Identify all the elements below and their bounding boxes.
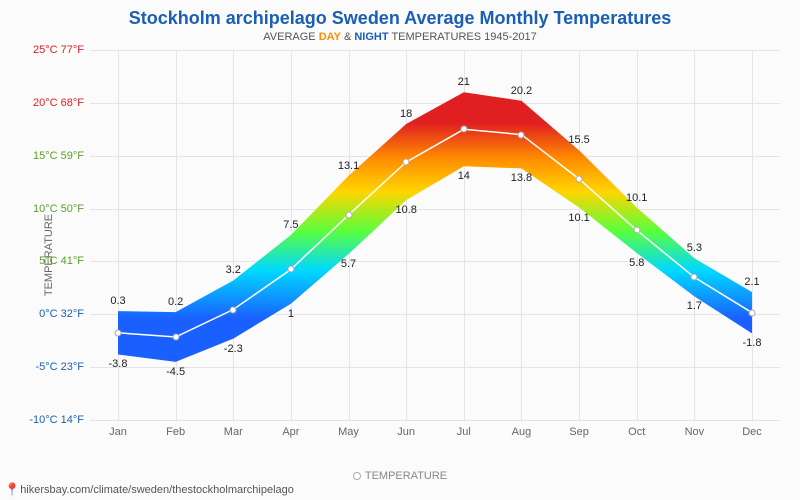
day-value-label: 7.5 [283,219,298,231]
x-tick-label: Oct [628,420,645,438]
y-tick-label: -5°C 23°F [35,361,90,373]
y-tick-label: 10°C 50°F [33,203,90,215]
day-value-label: 0.3 [110,295,125,307]
x-tick-label: Aug [512,420,532,438]
subtitle-prefix: AVERAGE [263,31,318,43]
day-value-label: 20.2 [511,85,532,97]
y-tick-label: 15°C 59°F [33,150,90,162]
day-value-label: 21 [458,76,470,88]
subtitle-day: DAY [319,31,341,43]
x-tick-label: Nov [685,420,705,438]
temperature-band [118,92,752,362]
subtitle-night: NIGHT [354,31,388,43]
subtitle-amp: & [341,31,354,43]
x-tick-label: Sep [569,420,589,438]
legend: TEMPERATURE [0,470,800,482]
night-value-label: 1.7 [687,300,702,312]
chart-title: Stockholm archipelago Sweden Average Mon… [0,0,800,29]
day-value-label: 2.1 [744,276,759,288]
data-marker [230,306,237,313]
day-value-label: 10.1 [626,192,647,204]
x-tick-label: Mar [224,420,243,438]
night-value-label: 10.8 [395,204,416,216]
chart-subtitle: AVERAGE DAY & NIGHT TEMPERATURES 1945-20… [0,31,800,43]
y-tick-label: 20°C 68°F [33,97,90,109]
day-value-label: 0.2 [168,296,183,308]
night-value-label: 5.8 [629,257,644,269]
day-value-label: 5.3 [687,242,702,254]
night-value-label: 5.7 [341,258,356,270]
legend-marker-icon [353,472,361,480]
x-tick-label: Dec [742,420,762,438]
y-tick-label: 0°C 32°F [39,308,90,320]
data-marker [460,126,467,133]
night-value-label: -2.3 [224,343,243,355]
gridline-h [90,420,780,421]
data-marker [345,211,352,218]
source-footer: 📍hikersbay.com/climate/sweden/thestockho… [4,482,294,498]
day-value-label: 3.2 [226,264,241,276]
night-value-label: -3.8 [109,358,128,370]
data-marker [115,329,122,336]
x-tick-label: Jan [109,420,127,438]
data-marker [749,309,756,316]
night-value-label: -1.8 [743,337,762,349]
day-value-label: 18 [400,108,412,120]
subtitle-suffix: TEMPERATURES 1945-2017 [389,31,537,43]
night-value-label: 13.8 [511,172,532,184]
x-tick-label: Jul [457,420,471,438]
data-marker [403,159,410,166]
chart-area: TEMPERATURE 25°C 77°F20°C 68°F15°C 59°F1… [0,50,800,460]
night-value-label: 14 [458,170,470,182]
night-value-label: 1 [288,308,294,320]
data-marker [576,175,583,182]
legend-label: TEMPERATURE [365,470,447,482]
map-pin-icon: 📍 [4,482,20,497]
y-tick-label: 5°C 41°F [39,255,90,267]
y-tick-label: 25°C 77°F [33,44,90,56]
data-marker [287,266,294,273]
day-value-label: 15.5 [568,134,589,146]
chart-svg [90,50,780,420]
data-marker [691,274,698,281]
day-value-label: 13.1 [338,160,359,172]
x-tick-label: May [338,420,359,438]
night-value-label: -4.5 [166,366,185,378]
data-marker [633,227,640,234]
data-marker [172,334,179,341]
plot-region: 25°C 77°F20°C 68°F15°C 59°F10°C 50°F5°C … [90,50,780,420]
source-url: hikersbay.com/climate/sweden/thestockhol… [20,484,294,496]
y-tick-label: -10°C 14°F [29,414,90,426]
x-tick-label: Apr [282,420,299,438]
x-tick-label: Jun [397,420,415,438]
night-value-label: 10.1 [568,212,589,224]
x-tick-label: Feb [166,420,185,438]
data-marker [518,131,525,138]
